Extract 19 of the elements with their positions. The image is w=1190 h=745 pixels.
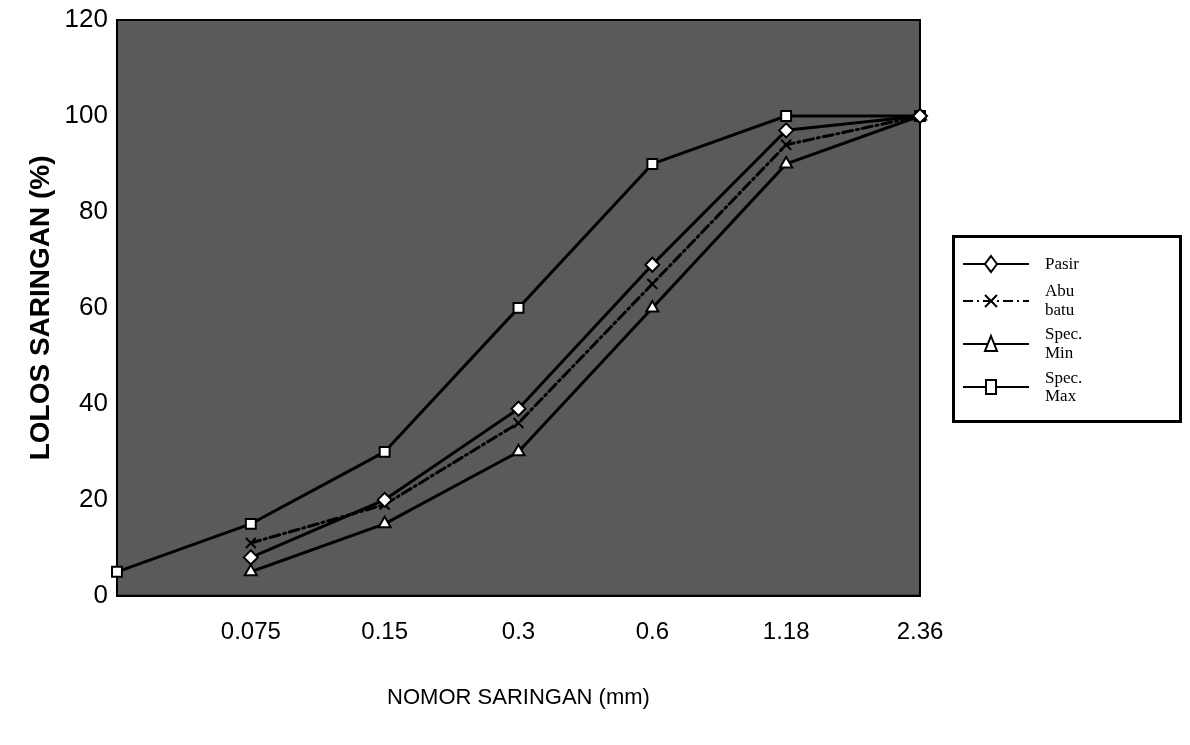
x-tick-label: 0.6 [635, 616, 670, 644]
x-tick-label: 0.075 [220, 616, 281, 644]
y-tick-label: 40 [79, 387, 108, 418]
y-tick-label: 60 [79, 291, 108, 322]
y-axis-title: LOLOS SARINGAN (%) [23, 155, 55, 461]
legend-label: Spec. Min [1045, 324, 1084, 363]
x-tick-label: 1.18 [762, 616, 810, 644]
legend-label: Pasir [1045, 253, 1080, 274]
x-tick-label: 0.3 [501, 616, 536, 644]
y-tick-label: 120 [64, 3, 108, 34]
y-tick-label: 80 [79, 195, 108, 226]
y-tick-label: 100 [64, 99, 108, 130]
y-tick-label: 0 [93, 578, 108, 609]
legend-label: Spec. Max [1045, 367, 1084, 407]
x-axis-title: NOMOR SARINGAN (mm) [387, 683, 650, 709]
legend-label: Abu batu [1045, 281, 1076, 320]
y-tick-label: 20 [79, 483, 108, 514]
x-tick-label: 0.15 [361, 616, 409, 644]
x-tick-label: 2.36 [896, 616, 944, 644]
